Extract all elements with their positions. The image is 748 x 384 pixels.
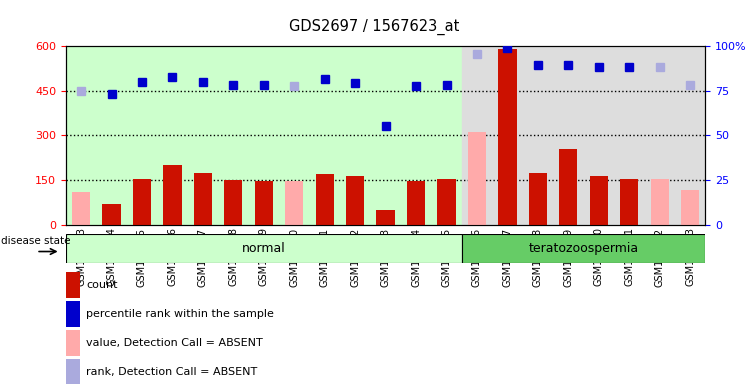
Bar — [102, 204, 120, 225]
Bar — [66, 301, 80, 327]
Bar — [681, 190, 699, 225]
Bar — [163, 165, 182, 225]
Bar — [462, 46, 705, 225]
Bar — [285, 182, 304, 225]
Text: teratozoospermia: teratozoospermia — [529, 242, 639, 255]
Bar — [72, 192, 91, 225]
Bar — [560, 149, 577, 225]
Bar — [66, 46, 462, 225]
Bar — [589, 175, 608, 225]
Bar — [66, 271, 80, 298]
Bar — [346, 175, 364, 225]
Bar — [529, 172, 547, 225]
Bar — [651, 179, 669, 225]
Bar — [66, 359, 80, 384]
Bar — [194, 172, 212, 225]
Bar — [66, 329, 80, 356]
Bar — [66, 234, 462, 263]
Text: GDS2697 / 1567623_at: GDS2697 / 1567623_at — [289, 19, 459, 35]
Bar — [133, 179, 151, 225]
Text: value, Detection Call = ABSENT: value, Detection Call = ABSENT — [86, 338, 263, 348]
Bar — [468, 132, 486, 225]
Text: percentile rank within the sample: percentile rank within the sample — [86, 309, 275, 319]
Bar — [438, 179, 456, 225]
Bar — [498, 49, 517, 225]
Text: count: count — [86, 280, 117, 290]
Bar — [254, 182, 273, 225]
Text: disease state: disease state — [1, 237, 71, 247]
Bar — [462, 234, 705, 263]
Bar — [376, 210, 395, 225]
Bar — [224, 180, 242, 225]
Bar — [316, 174, 334, 225]
Text: rank, Detection Call = ABSENT: rank, Detection Call = ABSENT — [86, 367, 257, 377]
Bar — [407, 182, 425, 225]
Bar — [620, 179, 638, 225]
Text: normal: normal — [242, 242, 286, 255]
